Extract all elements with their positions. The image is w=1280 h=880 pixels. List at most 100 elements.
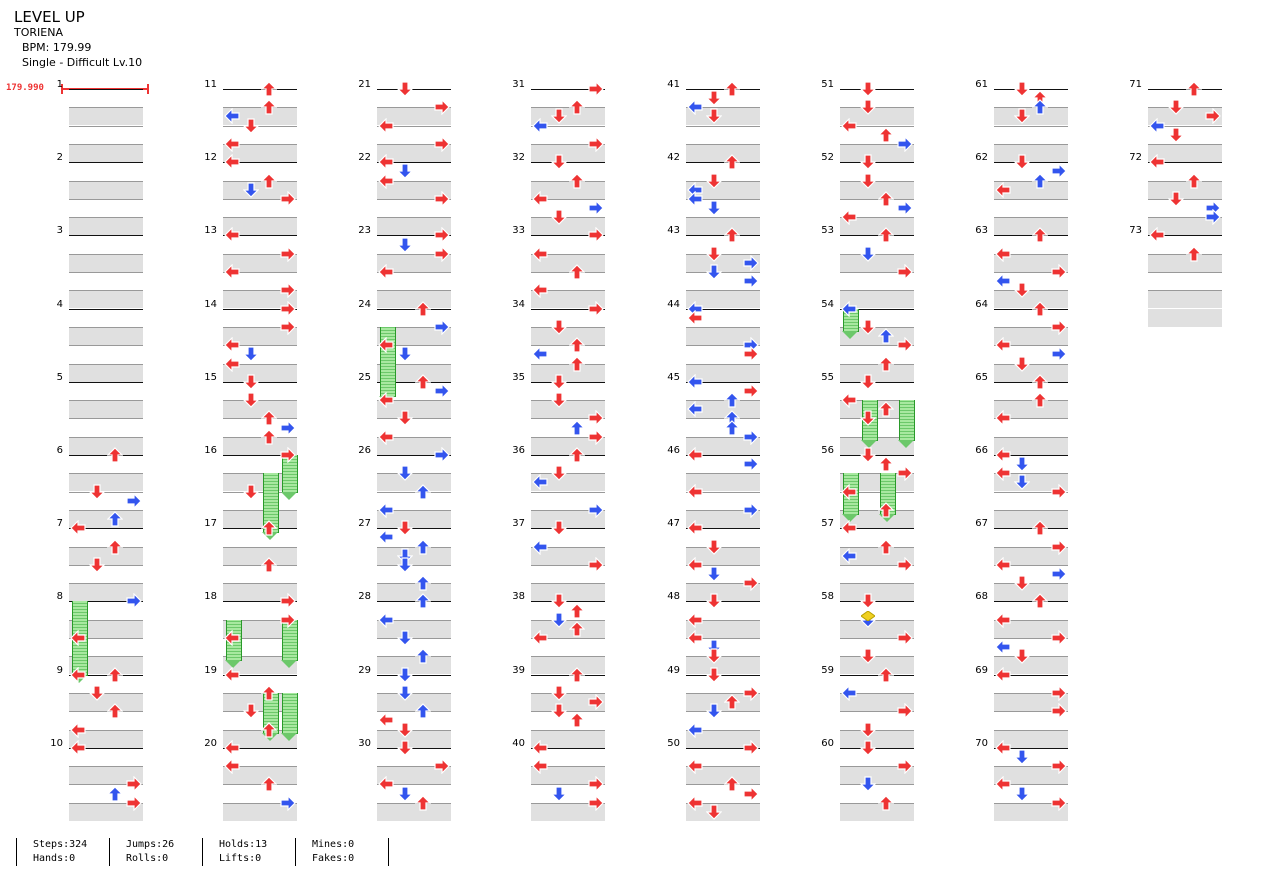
- beat-line: [223, 400, 297, 402]
- beat-line: [377, 491, 451, 493]
- measure-number: 15: [204, 371, 217, 383]
- right-arrow-note: [433, 135, 450, 152]
- beat-row: [840, 107, 914, 126]
- measure-line: [69, 235, 143, 237]
- down-arrow-note: [859, 447, 876, 463]
- jumps-count: Jumps:26: [126, 839, 175, 850]
- left-arrow-note: [532, 538, 548, 555]
- beat-row: [994, 125, 1068, 144]
- beat-row: [377, 711, 451, 730]
- left-arrow-note: [841, 520, 857, 537]
- up-arrow-note: [261, 776, 277, 792]
- right-arrow-note: [1050, 318, 1067, 335]
- beat-row: [686, 217, 760, 236]
- measure-line: [69, 747, 143, 749]
- beat-row: [69, 89, 143, 107]
- beat-line: [69, 436, 143, 438]
- beat-row: [994, 619, 1068, 638]
- measure-line: [994, 528, 1068, 530]
- hold-end-tip: [842, 513, 858, 522]
- measure-line: [69, 89, 143, 90]
- beat-row: [686, 656, 760, 675]
- beat-row: [377, 143, 451, 162]
- down-arrow-note: [1013, 749, 1030, 765]
- beat-row: [686, 290, 760, 309]
- beat-row: [531, 455, 605, 473]
- beat-row: [531, 619, 605, 638]
- down-arrow-note: [859, 319, 876, 335]
- down-arrow-note: [550, 520, 567, 537]
- right-arrow-note: [1050, 630, 1067, 646]
- beat-row: [1148, 272, 1222, 290]
- beat-line: [686, 363, 760, 365]
- beat-line: [994, 436, 1068, 438]
- beat-row: [994, 583, 1068, 602]
- beat-line: [531, 729, 605, 731]
- beat-line: [686, 766, 760, 768]
- beat-row: [1148, 290, 1222, 309]
- bpm-marker-value: 179.990: [6, 83, 44, 93]
- beat-row: [377, 747, 451, 766]
- down-arrow-note: [859, 81, 876, 97]
- beat-line: [223, 473, 297, 475]
- beat-line: [531, 400, 605, 402]
- down-arrow-note: [550, 703, 567, 720]
- beat-line: [840, 564, 914, 566]
- beat-line: [531, 326, 605, 328]
- beat-row: [377, 583, 451, 602]
- beat-line: [994, 143, 1068, 145]
- left-arrow-note: [687, 556, 703, 573]
- beat-row: [531, 125, 605, 144]
- beat-line: [531, 692, 605, 694]
- beat-row: [840, 656, 914, 675]
- measure-number: 34: [512, 298, 525, 310]
- up-arrow-note: [1032, 99, 1048, 115]
- up-arrow-note: [107, 511, 123, 527]
- beat-row: [531, 89, 605, 107]
- left-arrow-note: [687, 401, 703, 418]
- beat-row: [840, 747, 914, 766]
- measure-number: 25: [358, 371, 371, 383]
- beat-line: [531, 656, 605, 658]
- beat-row: [686, 345, 760, 364]
- beat-line: [69, 345, 143, 347]
- beat-line: [840, 217, 914, 219]
- beat-row: [686, 473, 760, 492]
- beat-row: [377, 89, 451, 107]
- up-arrow-note: [415, 538, 431, 555]
- beat-line: [686, 436, 760, 438]
- measure-line: [377, 747, 451, 749]
- left-arrow-note: [1149, 117, 1165, 134]
- beat-row: [223, 766, 297, 785]
- down-arrow-note: [859, 246, 876, 262]
- left-arrow-note: [378, 501, 394, 518]
- left-arrow-note: [841, 117, 857, 134]
- measure-line: [531, 674, 605, 676]
- measure-line: [223, 381, 297, 383]
- measure-number: 28: [358, 591, 371, 603]
- bpm-marker-end-cap: [147, 84, 149, 94]
- beat-line: [531, 509, 605, 511]
- measure-line: [377, 89, 451, 90]
- beat-line: [531, 784, 605, 786]
- beat-line: [377, 784, 451, 786]
- beat-line: [1148, 272, 1222, 273]
- beat-row: [377, 638, 451, 656]
- down-arrow-note: [242, 703, 259, 720]
- beat-row: [686, 674, 760, 693]
- beat-line: [994, 766, 1068, 768]
- beat-line: [377, 766, 451, 768]
- beat-line: [994, 491, 1068, 493]
- right-arrow-note: [896, 199, 913, 216]
- measure-line: [69, 381, 143, 383]
- down-arrow-note: [550, 685, 567, 701]
- beat-line: [531, 491, 605, 493]
- measure-line: [531, 89, 605, 90]
- up-arrow-note: [1186, 81, 1202, 97]
- beat-row: [377, 125, 451, 144]
- measure-number: 22: [358, 152, 371, 164]
- down-arrow-note: [1013, 108, 1030, 125]
- left-arrow-note: [532, 758, 548, 775]
- left-arrow-note: [995, 556, 1011, 573]
- beat-row: [994, 326, 1068, 345]
